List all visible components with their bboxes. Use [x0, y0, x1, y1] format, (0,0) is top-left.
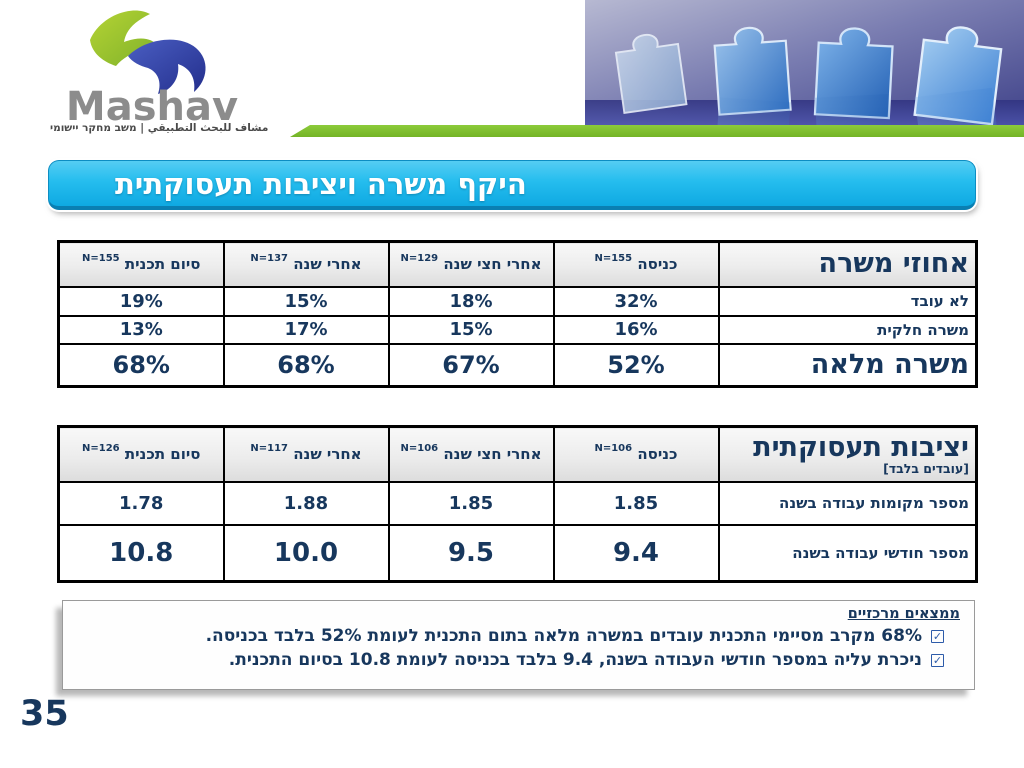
table1-col-entry: כניסה N=155: [552, 240, 720, 288]
n-count: N=155: [594, 253, 633, 265]
table1-col-year: אחרי שנה N=137: [222, 240, 390, 288]
n-count: N=106: [594, 443, 633, 455]
cell-value: 9.4: [552, 523, 720, 583]
employment-stability-table: יציבות תעסוקתית [עובדים בלבד] כניסה N=10…: [57, 425, 978, 583]
cell-value: 32%: [552, 285, 720, 317]
green-swoosh: [90, 10, 158, 67]
finding-text: ניכרת עליה במספר חודשי העבודה בשנה, 9.4 …: [228, 650, 922, 670]
cell-value: 1.85: [552, 480, 720, 526]
n-count: N=126: [82, 443, 120, 455]
table-header-row: יציבות תעסוקתית [עובדים בלבד] כניסה N=10…: [57, 425, 978, 483]
cell-value: 13%: [57, 314, 225, 345]
cell-value: 18%: [387, 285, 555, 317]
checkbox-checked-icon: ✓: [931, 629, 944, 643]
table2-subtitle: [עובדים בלבד]: [883, 460, 969, 476]
key-findings-box: ממצאים מרכזיים ✓ 68% מקרב מסיימי התכנית …: [62, 600, 975, 690]
slide-title-bar: היקף משרה ויציבות תעסוקתית: [48, 160, 976, 210]
table-row-emphasized: מספר חודשי עבודה בשנה 9.4 9.5 10.0 10.8: [57, 523, 978, 583]
blue-swoosh: [128, 39, 206, 94]
cell-value: 52%: [552, 342, 720, 388]
table2-col-halfyear: אחרי חצי שנה N=106: [387, 425, 555, 483]
table-header-row: אחוזי משרה כניסה N=155 אחרי חצי שנה N=12…: [57, 240, 978, 288]
table-row: מספר מקומות עבודה בשנה 1.85 1.85 1.88 1.…: [57, 480, 978, 526]
header-curve-shape: [258, 0, 336, 168]
cell-value: 1.88: [222, 480, 390, 526]
position-percentage-table: אחוזי משרה כניסה N=155 אחרי חצי שנה N=12…: [57, 240, 978, 388]
cell-value: 10.8: [57, 523, 225, 583]
cell-value: 68%: [222, 342, 390, 388]
finding-item: ✓ 68% מקרב מסיימי התכנית עובדים במשרה מל…: [73, 626, 960, 646]
cell-value: 15%: [222, 285, 390, 317]
row-label: מספר מקומות עבודה בשנה: [717, 480, 978, 526]
cell-value: 19%: [57, 285, 225, 317]
table2-col-end: סיום תכנית N=126: [57, 425, 225, 483]
cell-value: 1.78: [57, 480, 225, 526]
puzzle-image: [585, 0, 1024, 189]
cell-value: 17%: [222, 314, 390, 345]
n-count: N=129: [400, 253, 439, 265]
table-row-emphasized: משרה מלאה 52% 67% 68% 68%: [57, 342, 978, 388]
table1-title: אחוזי משרה: [717, 240, 978, 288]
cell-value: 67%: [387, 342, 555, 388]
row-label: מספר חודשי עבודה בשנה: [717, 523, 978, 583]
table2-col-entry: כניסה N=106: [552, 425, 720, 483]
mashav-logo: Mashav مشاف للبحث التطبيقي | משב מחקר יי…: [50, 6, 269, 134]
table-row: לא עובד 32% 18% 15% 19%: [57, 285, 978, 317]
cell-value: 68%: [57, 342, 225, 388]
cell-value: 9.5: [387, 523, 555, 583]
slide-title: היקף משרה ויציבות תעסוקתית: [115, 167, 527, 201]
table2-title: יציבות תעסוקתית [עובדים בלבד]: [717, 425, 978, 483]
table-row: משרה חלקית 16% 15% 17% 13%: [57, 314, 978, 345]
cell-value: 15%: [387, 314, 555, 345]
header-gray-panel: [292, 0, 588, 137]
slide-page-number: 35: [20, 694, 69, 734]
n-count: N=155: [82, 253, 120, 265]
finding-item: ✓ ניכרת עליה במספר חודשי העבודה בשנה, 9.…: [73, 650, 960, 670]
cell-value: 1.85: [387, 480, 555, 526]
finding-text: 68% מקרב מסיימי התכנית עובדים במשרה מלאה…: [205, 626, 922, 646]
header-green-bar: [290, 125, 1024, 137]
n-count: N=137: [250, 253, 288, 265]
table1-col-end: סיום תכנית N=155: [57, 240, 225, 288]
table1-col-halfyear: אחרי חצי שנה N=129: [387, 240, 555, 288]
row-label: משרה חלקית: [717, 314, 978, 345]
table2-col-year: אחרי שנה N=117: [222, 425, 390, 483]
row-label: לא עובד: [717, 285, 978, 317]
puzzle-pieces-illustration: [585, 0, 1024, 189]
cell-value: 10.0: [222, 523, 390, 583]
row-label: משרה מלאה: [717, 342, 978, 388]
logo-subtext: مشاف للبحث التطبيقي | משב מחקר יישומי: [50, 122, 269, 134]
findings-heading: ממצאים מרכזיים: [847, 606, 960, 622]
n-count: N=106: [400, 443, 439, 455]
checkbox-checked-icon: ✓: [931, 653, 944, 667]
cell-value: 16%: [552, 314, 720, 345]
header-banner: Mashav مشاف للبحث التطبيقي | משב מחקר יי…: [0, 0, 1024, 189]
n-count: N=117: [250, 443, 288, 455]
logo-brand-text: Mashav: [65, 84, 239, 130]
mashav-logo-swoosh: [90, 10, 206, 94]
